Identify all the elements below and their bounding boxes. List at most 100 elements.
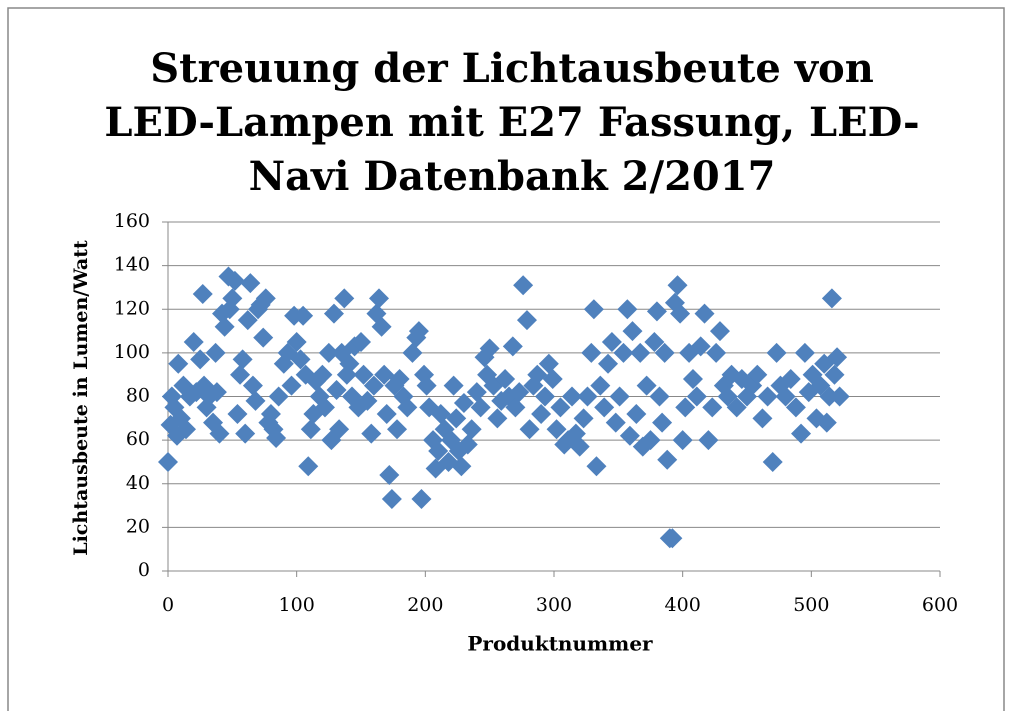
scatter-point <box>791 423 812 444</box>
scatter-point <box>626 403 647 424</box>
scatter-point <box>542 369 563 390</box>
scatter-point <box>466 382 487 403</box>
scatter-point <box>562 386 583 407</box>
scatter-point <box>527 364 548 385</box>
scatter-point <box>242 375 263 396</box>
scatter-point <box>690 336 711 357</box>
scatter-point <box>293 305 314 326</box>
scatter-point <box>168 353 189 374</box>
scatter-point <box>505 397 526 418</box>
chart-title: LED-Lampen mit E27 Fassung, LED- <box>104 99 919 146</box>
scatter-point <box>326 379 347 400</box>
scatter-point <box>630 342 651 363</box>
x-tick-label: 500 <box>793 594 829 616</box>
scatter-point <box>357 390 378 411</box>
scatter-point <box>590 375 611 396</box>
scatter-point <box>268 386 289 407</box>
scatter-point <box>334 288 355 309</box>
scatter-point <box>379 465 400 486</box>
scatter-point <box>682 369 703 390</box>
scatter-point <box>573 408 594 429</box>
scatter-point <box>546 419 567 440</box>
scatter-point <box>487 408 508 429</box>
scatter-point <box>402 342 423 363</box>
x-tick-label: 100 <box>279 594 315 616</box>
scatter-point <box>253 327 274 348</box>
scatter-point <box>622 321 643 342</box>
scatter-point <box>516 310 537 331</box>
scatter-point <box>550 397 571 418</box>
scatter-point <box>569 436 590 457</box>
scatter-point <box>816 412 837 433</box>
chart-title: Streuung der Lichtausbeute von <box>150 45 874 92</box>
scatter-point <box>457 434 478 455</box>
scatter-point <box>502 336 523 357</box>
scatter-point <box>613 342 634 363</box>
y-tick-label: 80 <box>126 385 150 407</box>
scatter-point <box>235 423 256 444</box>
scatter-point <box>757 386 778 407</box>
scatter-point <box>766 342 787 363</box>
scatter-point <box>245 390 266 411</box>
scatter-point <box>408 321 429 342</box>
scatter-point <box>329 419 350 440</box>
scatter-point <box>237 310 258 331</box>
scatter-point <box>361 423 382 444</box>
scatter-point <box>374 364 395 385</box>
x-tick-label: 400 <box>665 594 701 616</box>
scatter-point <box>339 353 360 374</box>
scatter-point <box>775 386 796 407</box>
scatter-point <box>470 397 491 418</box>
scatter-point <box>581 342 602 363</box>
scatter-point <box>646 301 667 322</box>
scatter-point <box>281 375 302 396</box>
scatter-point <box>323 303 344 324</box>
y-tick-label: 140 <box>114 254 150 276</box>
y-tick-label: 0 <box>138 559 150 581</box>
scatter-point <box>534 386 555 407</box>
scatter-point <box>312 364 333 385</box>
scatter-point <box>397 397 418 418</box>
scatter-point <box>300 419 321 440</box>
scatter-point <box>451 456 472 477</box>
scatter-point <box>205 342 226 363</box>
scatter-point <box>314 397 335 418</box>
scatter-point <box>513 275 534 296</box>
scatter-point <box>479 338 500 359</box>
scatter-point <box>209 423 230 444</box>
scatter-point <box>577 386 598 407</box>
x-tick-label: 0 <box>162 594 174 616</box>
scatter-point <box>192 283 213 304</box>
scatter-point <box>586 456 607 477</box>
scatter-point <box>726 397 747 418</box>
scatter-point <box>158 451 178 472</box>
scatter-point <box>519 419 540 440</box>
scatter-point <box>747 364 768 385</box>
x-tick-label: 200 <box>407 594 443 616</box>
scatter-point <box>709 321 730 342</box>
scatter-point <box>227 403 248 424</box>
scatter-point <box>240 273 261 294</box>
x-axis-label: Produktnummer <box>467 632 653 656</box>
scatter-point <box>824 364 845 385</box>
scatter-point <box>652 412 673 433</box>
scatter-point <box>531 403 552 424</box>
scatter-point <box>453 393 474 414</box>
scatter-point <box>780 369 801 390</box>
scatter-point <box>829 386 850 407</box>
scatter-point <box>667 275 688 296</box>
scatter-point <box>298 456 319 477</box>
scatter-point <box>609 386 630 407</box>
scatter-point <box>762 451 783 472</box>
scatter-point <box>594 397 615 418</box>
scatter-point <box>752 408 773 429</box>
scatter-point <box>706 342 727 363</box>
scatter-point <box>260 403 281 424</box>
scatter-point <box>640 430 661 451</box>
x-tick-label: 300 <box>536 594 572 616</box>
scatter-point <box>290 349 311 370</box>
scatter-point <box>598 353 619 374</box>
scatter-point <box>376 403 397 424</box>
scatter-point <box>821 288 842 309</box>
scatter-point <box>495 369 516 390</box>
